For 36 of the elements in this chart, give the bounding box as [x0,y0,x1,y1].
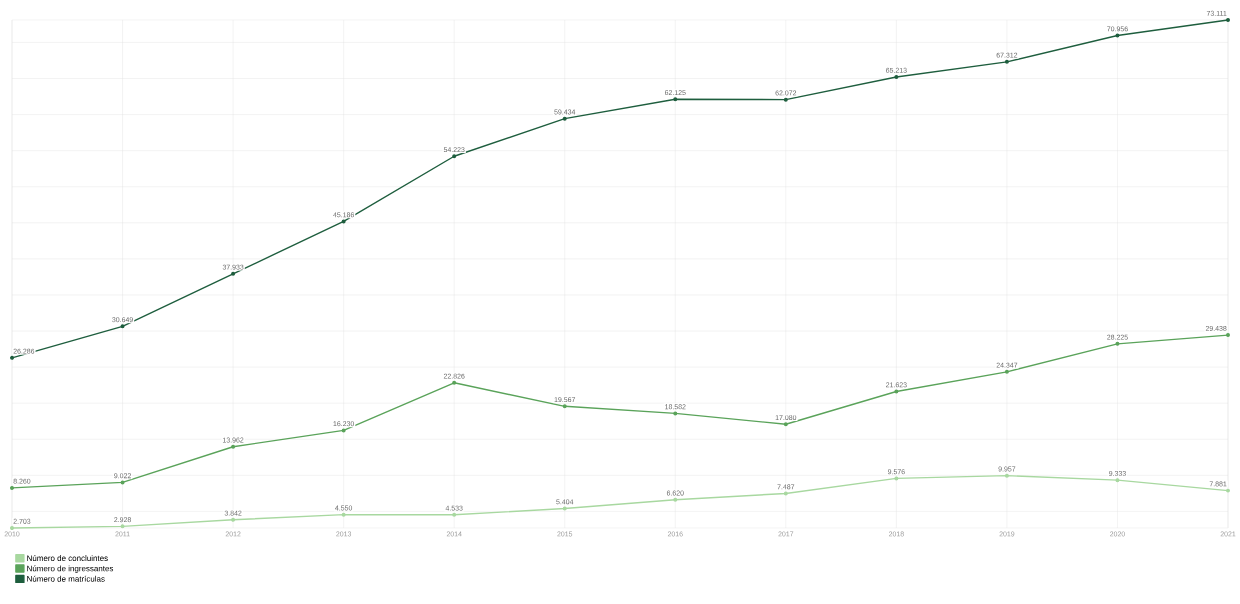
point [1226,17,1230,22]
point [1004,369,1009,374]
point [10,485,15,490]
point [120,524,125,529]
point [562,404,567,409]
point [452,154,457,159]
point [1115,33,1120,38]
point [231,271,236,276]
point [673,97,678,102]
point [341,428,346,433]
point [120,480,125,485]
point [673,497,678,502]
point [1004,59,1009,64]
point [10,355,15,360]
point [341,219,346,224]
point [231,444,236,449]
point [1115,341,1120,346]
point [894,476,899,481]
point [452,512,457,517]
point [783,491,788,496]
point [1115,478,1120,483]
point [120,324,125,329]
point [894,74,899,79]
point [783,422,788,427]
point [341,512,346,517]
point [562,116,567,121]
point [1004,473,1009,478]
point [231,517,236,522]
point [10,525,15,530]
point [894,389,899,394]
point [783,97,788,102]
point [452,380,457,385]
point [1226,488,1230,493]
point [673,411,678,416]
point [562,506,567,511]
point [1226,333,1230,338]
